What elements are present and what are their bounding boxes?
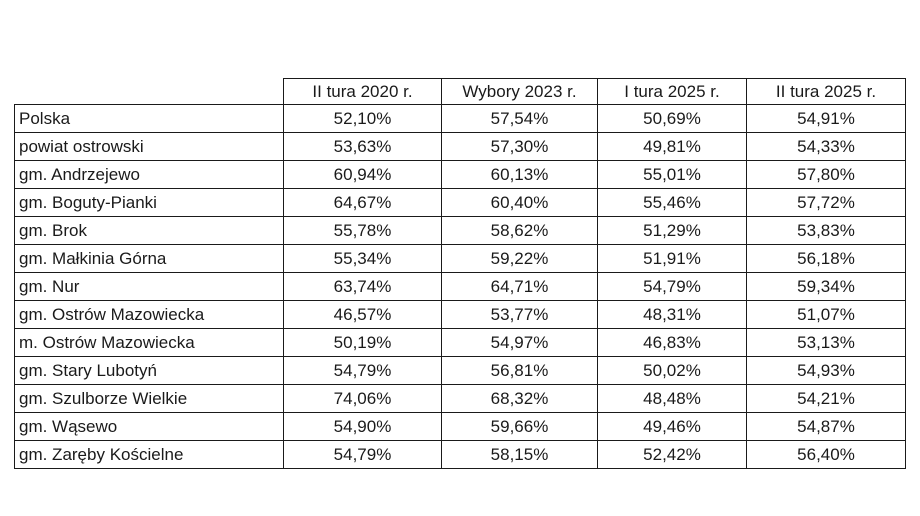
row-label: powiat ostrowski [14, 132, 284, 161]
table-row: gm. Brok 55,78% 58,62% 51,29% 53,83% [14, 216, 906, 245]
row-label: gm. Nur [14, 272, 284, 301]
table-row: gm. Zaręby Kościelne 54,79% 58,15% 52,42… [14, 440, 906, 469]
table-row: Polska 52,10% 57,54% 50,69% 54,91% [14, 104, 906, 133]
corner-cell [15, 79, 284, 105]
data-cell: 54,90% [283, 412, 442, 441]
data-cell: 54,93% [746, 356, 906, 385]
data-cell: 58,62% [441, 216, 598, 245]
data-cell: 59,22% [441, 244, 598, 273]
table-row: gm. Nur 63,74% 64,71% 54,79% 59,34% [14, 272, 906, 301]
data-cell: 63,74% [283, 272, 442, 301]
data-cell: 56,81% [441, 356, 598, 385]
row-label: m. Ostrów Mazowiecka [14, 328, 284, 357]
data-cell: 53,77% [441, 300, 598, 329]
row-label: gm. Małkinia Górna [14, 244, 284, 273]
data-cell: 50,69% [597, 104, 747, 133]
data-cell: 55,01% [597, 160, 747, 189]
data-cell: 55,34% [283, 244, 442, 273]
data-cell: 64,71% [441, 272, 598, 301]
row-label: gm. Boguty-Pianki [14, 188, 284, 217]
data-cell: 64,67% [283, 188, 442, 217]
data-cell: 54,97% [441, 328, 598, 357]
table-row: gm. Andrzejewo 60,94% 60,13% 55,01% 57,8… [14, 160, 906, 189]
row-label: gm. Andrzejewo [14, 160, 284, 189]
column-header-2025-round2: II tura 2025 r. [746, 78, 906, 105]
data-cell: 52,10% [283, 104, 442, 133]
data-cell: 54,33% [746, 132, 906, 161]
data-cell: 46,57% [283, 300, 442, 329]
data-cell: 54,79% [283, 356, 442, 385]
data-cell: 54,21% [746, 384, 906, 413]
table-row: gm. Małkinia Górna 55,34% 59,22% 51,91% … [14, 244, 906, 273]
data-cell: 51,07% [746, 300, 906, 329]
data-cell: 57,54% [441, 104, 598, 133]
data-cell: 52,42% [597, 440, 747, 469]
data-cell: 53,83% [746, 216, 906, 245]
header-row: II tura 2020 r. Wybory 2023 r. I tura 20… [15, 78, 906, 105]
data-cell: 48,48% [597, 384, 747, 413]
data-cell: 51,91% [597, 244, 747, 273]
data-cell: 57,80% [746, 160, 906, 189]
data-cell: 56,18% [746, 244, 906, 273]
row-label: gm. Stary Lubotyń [14, 356, 284, 385]
column-header-2025-round1: I tura 2025 r. [597, 78, 747, 105]
data-cell: 68,32% [441, 384, 598, 413]
data-cell: 57,30% [441, 132, 598, 161]
data-cell: 54,79% [597, 272, 747, 301]
data-cell: 57,72% [746, 188, 906, 217]
row-label: gm. Brok [14, 216, 284, 245]
column-header-2023-elections: Wybory 2023 r. [441, 78, 598, 105]
data-cell: 54,91% [746, 104, 906, 133]
data-cell: 60,94% [283, 160, 442, 189]
row-label: Polska [14, 104, 284, 133]
turnout-table: II tura 2020 r. Wybory 2023 r. I tura 20… [14, 78, 906, 469]
data-cell: 56,40% [746, 440, 906, 469]
table-row: gm. Szulborze Wielkie 74,06% 68,32% 48,4… [14, 384, 906, 413]
table-row: gm. Boguty-Pianki 64,67% 60,40% 55,46% 5… [14, 188, 906, 217]
data-cell: 60,40% [441, 188, 598, 217]
data-cell: 49,46% [597, 412, 747, 441]
data-cell: 54,87% [746, 412, 906, 441]
turnout-table-container: II tura 2020 r. Wybory 2023 r. I tura 20… [14, 78, 906, 469]
table-row: gm. Ostrów Mazowiecka 46,57% 53,77% 48,3… [14, 300, 906, 329]
data-cell: 59,34% [746, 272, 906, 301]
data-cell: 55,78% [283, 216, 442, 245]
data-cell: 60,13% [441, 160, 598, 189]
table-row: gm. Wąsewo 54,90% 59,66% 49,46% 54,87% [14, 412, 906, 441]
data-cell: 59,66% [441, 412, 598, 441]
data-cell: 74,06% [283, 384, 442, 413]
data-cell: 58,15% [441, 440, 598, 469]
table-row: m. Ostrów Mazowiecka 50,19% 54,97% 46,83… [14, 328, 906, 357]
row-label: gm. Zaręby Kościelne [14, 440, 284, 469]
column-header-2020-round2: II tura 2020 r. [283, 78, 442, 105]
data-cell: 46,83% [597, 328, 747, 357]
data-cell: 55,46% [597, 188, 747, 217]
table-row: gm. Stary Lubotyń 54,79% 56,81% 50,02% 5… [14, 356, 906, 385]
data-cell: 53,13% [746, 328, 906, 357]
data-cell: 50,19% [283, 328, 442, 357]
row-label: gm. Wąsewo [14, 412, 284, 441]
data-cell: 50,02% [597, 356, 747, 385]
data-cell: 53,63% [283, 132, 442, 161]
data-cell: 49,81% [597, 132, 747, 161]
table-row: powiat ostrowski 53,63% 57,30% 49,81% 54… [14, 132, 906, 161]
row-label: gm. Szulborze Wielkie [14, 384, 284, 413]
data-cell: 54,79% [283, 440, 442, 469]
data-cell: 51,29% [597, 216, 747, 245]
data-cell: 48,31% [597, 300, 747, 329]
row-label: gm. Ostrów Mazowiecka [14, 300, 284, 329]
